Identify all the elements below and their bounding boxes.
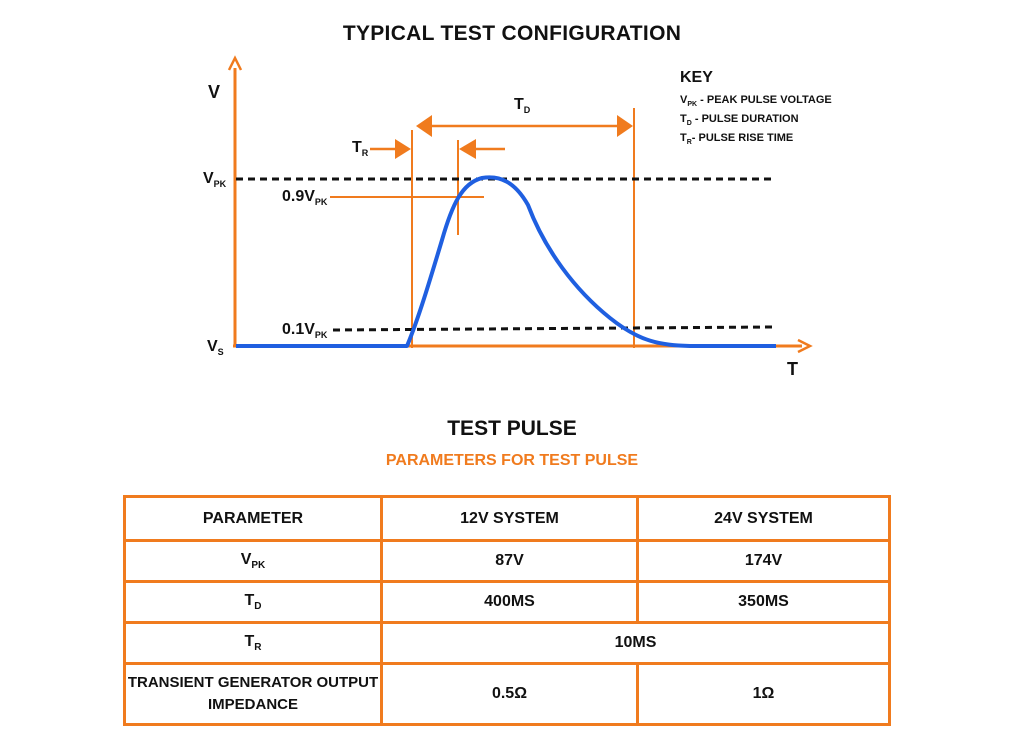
header-12v: 12V SYSTEM [380,495,639,542]
header-parameter: PARAMETER [123,495,383,542]
01-dashed-line [332,325,775,332]
01vpk-label: 0.1VPK [282,321,328,340]
parameters-table: PARAMETER 12V SYSTEM 24V SYSTEM VPK 87V … [123,495,891,726]
row-12v-cell: 400MS [380,580,639,624]
v-axis-label: V [208,82,220,102]
key-legend: KEY VPK - PEAK PULSE VOLTAGE TD - PULSE … [680,69,832,146]
pulse-diagram: V T VPK 0.9VPK 0.1VPK VS TR TD KEY VPK -… [203,55,832,379]
tr-right-arrow-icon [459,139,476,159]
header-24v: 24V SYSTEM [636,495,891,542]
table-title: TEST PULSE [447,417,577,440]
key-heading: KEY [680,69,713,86]
key-item-vpk: VPK - PEAK PULSE VOLTAGE [680,94,832,108]
vpk-label: VPK [203,170,227,189]
row-24v-cell: 1Ω [636,662,891,726]
diagram-title: TYPICAL TEST CONFIGURATION [342,22,682,45]
row-param-cell: TRANSIENT GENERATOR OUTPUT IMPEDANCE [123,662,383,726]
key-item-tr: TR- PULSE RISE TIME [680,132,793,146]
row-12v-cell: 87V [380,539,639,583]
row-12v-cell: 0.5Ω [380,662,639,726]
pulse-waveform [236,175,776,348]
09vpk-label: 0.9VPK [282,188,328,207]
row-24v-cell: 174V [636,539,891,583]
row-merged-cell: 10MS [380,621,891,665]
vs-label: VS [207,338,224,357]
td-label: TD [514,96,531,115]
row-param-cell: TD [123,580,383,624]
row-24v-cell: 350MS [636,580,891,624]
tr-label: TR [352,139,369,158]
td-right-arrow-icon [617,115,633,137]
table-row: TRANSIENT GENERATOR OUTPUT IMPEDANCE 0.5Ω… [123,662,891,726]
table-row: VPK 87V 174V [123,539,891,583]
td-left-arrow-icon [416,115,432,137]
row-param-cell: TR [123,621,383,665]
tr-left-arrow-icon [395,139,411,159]
t-axis-label: T [787,359,798,379]
row-param-cell: VPK [123,539,383,583]
key-item-td: TD - PULSE DURATION [680,113,799,127]
t-axis-arrow-icon [797,338,813,354]
table-header-row: PARAMETER 12V SYSTEM 24V SYSTEM [123,495,891,542]
v-axis-arrow-icon [227,55,243,71]
table-subtitle: PARAMETERS FOR TEST PULSE [385,452,639,469]
table-row: TD 400MS 350MS [123,580,891,624]
table-row: TR 10MS [123,621,891,665]
